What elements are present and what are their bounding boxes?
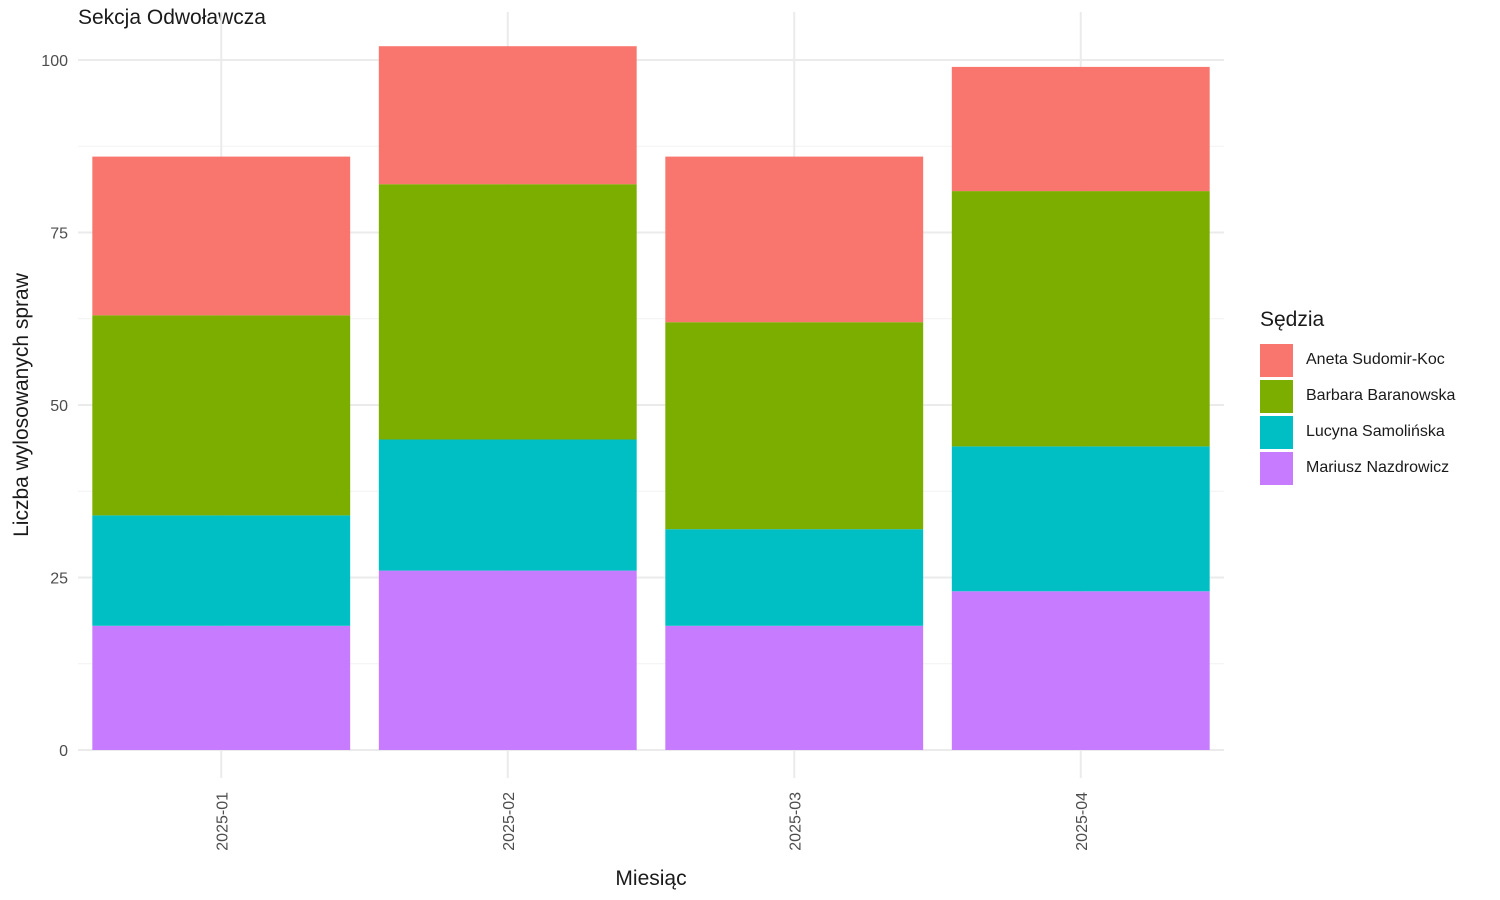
legend-item: Aneta Sudomir-Koc xyxy=(1260,342,1455,378)
bar-segment xyxy=(951,446,1210,592)
legend-label: Barbara Baranowska xyxy=(1306,387,1456,404)
bar-segment xyxy=(665,322,924,530)
bar-segment xyxy=(378,439,637,571)
legend-item: Mariusz Nazdrowicz xyxy=(1260,450,1455,486)
bar-segment xyxy=(951,591,1210,750)
legend-key xyxy=(1260,343,1293,377)
x-tick-label: 2025-02 xyxy=(501,792,518,851)
bar-segment xyxy=(665,156,924,323)
x-axis-label: Miesiąc xyxy=(615,867,686,890)
bar-segment xyxy=(378,570,637,750)
bar-segment xyxy=(951,191,1210,447)
bar-segment xyxy=(665,529,924,626)
bars xyxy=(92,46,1210,750)
legend-label: Mariusz Nazdrowicz xyxy=(1306,459,1450,476)
x-tick-label: 2025-01 xyxy=(214,792,231,851)
y-axis-label: Liczba wylosowanych spraw xyxy=(10,272,33,537)
y-tick-label: 75 xyxy=(50,226,68,243)
legend-label: Lucyna Samolińska xyxy=(1306,423,1445,440)
legend-key xyxy=(1260,451,1293,485)
y-tick-label: 0 xyxy=(59,743,68,760)
chart-title: Sekcja Odwoławcza xyxy=(78,6,266,29)
bar-segment xyxy=(92,515,351,626)
y-tick-label: 25 xyxy=(50,571,68,588)
bar-segment xyxy=(665,625,924,750)
bar-segment xyxy=(92,625,351,750)
legend: Sędzia Aneta Sudomir-Koc Barbara Baranows… xyxy=(1260,308,1455,486)
legend-label: Aneta Sudomir-Koc xyxy=(1306,351,1445,368)
bar-segment xyxy=(951,66,1210,192)
y-tick-label: 100 xyxy=(41,53,68,70)
legend-item: Barbara Baranowska xyxy=(1260,378,1455,414)
bar-segment xyxy=(92,156,351,316)
legend-key xyxy=(1260,415,1293,449)
x-axis: 2025-01 2025-02 2025-03 2025-04 xyxy=(214,792,1091,851)
legend-item: Lucyna Samolińska xyxy=(1260,414,1455,450)
bar-segment xyxy=(92,315,351,516)
bar-segment xyxy=(378,46,637,185)
legend-key xyxy=(1260,379,1293,413)
y-axis: 0 25 50 75 100 xyxy=(41,53,68,760)
y-tick-label: 50 xyxy=(50,398,68,415)
x-tick-label: 2025-03 xyxy=(787,792,804,851)
legend-title: Sędzia xyxy=(1260,308,1325,331)
x-tick-label: 2025-04 xyxy=(1074,792,1091,851)
bar-segment xyxy=(378,184,637,440)
